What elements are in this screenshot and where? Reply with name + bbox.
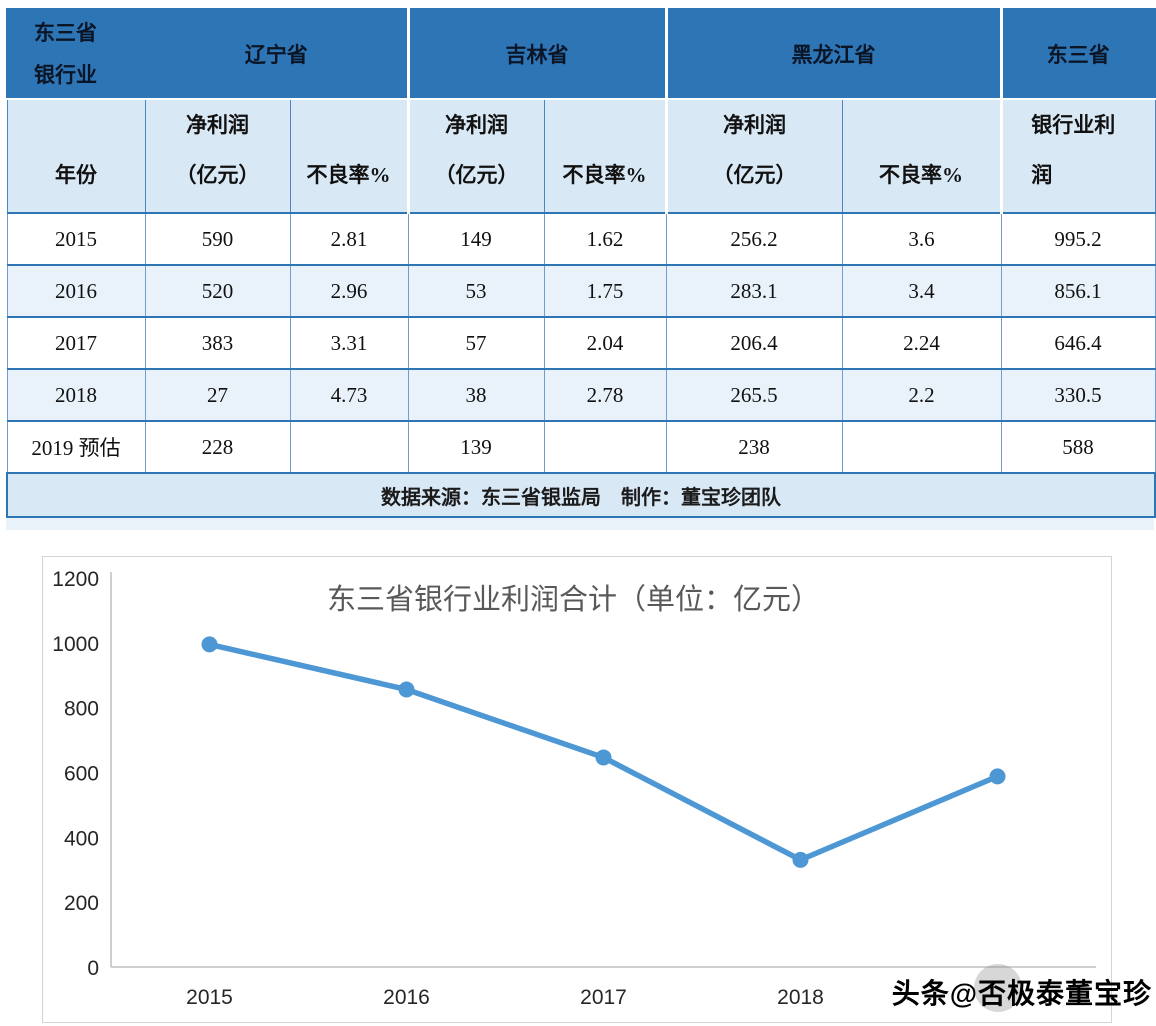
table-cell: 57 (407, 316, 545, 370)
table-row: 2018 27 4.73 38 2.78 265.5 2.2 330.5 (6, 368, 1156, 422)
x-tick-label: 2016 (383, 986, 430, 1009)
table-cell: 283.1 (665, 264, 843, 318)
chart-title: 东三省银行业利润合计（单位：亿元） (327, 583, 820, 616)
table-cell: 590 (144, 212, 291, 266)
year-cell: 2015 (6, 212, 146, 266)
net-profit-line-2: （亿元） (175, 163, 260, 187)
table-cell: 995.2 (1000, 212, 1156, 266)
table-cell: 2.96 (289, 264, 409, 318)
y-tick-label: 1200 (52, 568, 99, 591)
table-cell: 4.73 (289, 368, 409, 422)
profit-trend-chart: 0 200 400 600 800 1000 1200 2015 2016 2017 2018 东三省… (42, 556, 1112, 1023)
table-cell: 2.78 (543, 368, 667, 422)
table-header-row-2: 年份 净利润 （亿元） 不良率% 净利润 （亿元） 不良率% 净利润 （亿元） … (6, 98, 1156, 214)
data-point (792, 851, 809, 868)
table-cell: 139 (407, 420, 545, 474)
watermark-text: 头条@否极泰董宝珍 (891, 978, 1152, 1009)
table-cell: 53 (407, 264, 545, 318)
table-cell: 265.5 (665, 368, 843, 422)
table-cell: 383 (144, 316, 291, 370)
table-cell: 38 (407, 368, 545, 422)
table-header-row-1: 东三省 银行业 辽宁省 吉林省 黑龙江省 东三省 (6, 8, 1156, 100)
table-row: 2019 预估 228 139 238 588 (6, 420, 1156, 474)
header-corner: 东三省 银行业 (6, 8, 146, 100)
corner-line-2: 银行业 (34, 63, 97, 87)
watermark-logo (973, 964, 1022, 1012)
table-row: 2015 590 2.81 149 1.62 256.2 3.6 995.2 (6, 212, 1156, 266)
header-net-profit-heilongjiang: 净利润 （亿元） (664, 98, 843, 214)
table-cell: 2.2 (841, 368, 1002, 422)
header-bank-profit-total: 银行业利润 (999, 98, 1156, 214)
net-profit-line-1: 净利润 (445, 113, 508, 137)
y-tick-label: 200 (64, 892, 99, 915)
year-cell: 2019 预估 (6, 420, 146, 474)
data-point (201, 636, 218, 653)
x-tick-label: 2017 (580, 986, 627, 1009)
source-note: 数据来源：东三省银监局 制作：董宝珍团队 (6, 472, 1156, 518)
header-net-profit-jilin: 净利润 （亿元） (406, 98, 545, 214)
table-cell: 3.4 (841, 264, 1002, 318)
table-cell: 256.2 (665, 212, 843, 266)
y-tick-label: 400 (64, 827, 99, 850)
net-profit-line-2: （亿元） (434, 163, 519, 187)
header-province-jilin: 吉林省 (406, 8, 667, 100)
y-tick-label: 800 (64, 698, 99, 721)
x-tick-label: 2018 (777, 986, 824, 1009)
table-cell: 206.4 (665, 316, 843, 370)
header-province-liaoning: 辽宁省 (144, 8, 409, 100)
table-row: 2016 520 2.96 53 1.75 283.1 3.4 856.1 (6, 264, 1156, 318)
table-source-row: 数据来源：东三省银监局 制作：董宝珍团队 (6, 472, 1156, 518)
table-cell: 228 (144, 420, 291, 474)
x-tick-label: 2015 (186, 986, 233, 1009)
net-profit-line-1: 净利润 (186, 113, 249, 137)
year-cell: 2018 (6, 368, 146, 422)
header-net-profit-liaoning: 净利润 （亿元） (144, 98, 291, 214)
header-province-heilongjiang: 黑龙江省 (664, 8, 1002, 100)
table-cell: 2.24 (841, 316, 1002, 370)
table-cell: 1.62 (543, 212, 667, 266)
header-npl-liaoning: 不良率% (289, 98, 409, 214)
chart-canvas: 0 200 400 600 800 1000 1200 2015 2016 2017 2018 东三省… (52, 568, 1096, 1009)
banking-data-table: 东三省 银行业 辽宁省 吉林省 黑龙江省 东三省 年份 净利润 （亿元） 不良率… (6, 8, 1156, 518)
year-cell: 2017 (6, 316, 146, 370)
y-tick-label: 0 (87, 957, 99, 980)
net-profit-line-2: （亿元） (712, 163, 797, 187)
table-cell (543, 420, 667, 474)
y-tick-label: 600 (64, 763, 99, 786)
header-region-total: 东三省 (999, 8, 1156, 100)
table-cell (289, 420, 409, 474)
table-cell: 238 (665, 420, 843, 474)
table-cell: 149 (407, 212, 545, 266)
table-cell: 646.4 (1000, 316, 1156, 370)
table-cell: 520 (144, 264, 291, 318)
header-year: 年份 (6, 98, 146, 214)
data-point (595, 749, 612, 766)
corner-line-1: 东三省 (34, 21, 97, 45)
data-point (398, 681, 415, 698)
table-cell: 1.75 (543, 264, 667, 318)
header-npl-jilin: 不良率% (543, 98, 667, 214)
table-cell: 3.31 (289, 316, 409, 370)
bank-profit-label: 银行业利润 (1031, 113, 1116, 187)
table-cell: 3.6 (841, 212, 1002, 266)
net-profit-line-1: 净利润 (723, 113, 786, 137)
table-cell: 27 (144, 368, 291, 422)
table-row: 2017 383 3.31 57 2.04 206.4 2.24 646.4 (6, 316, 1156, 370)
data-point (989, 768, 1006, 785)
year-cell: 2016 (6, 264, 146, 318)
table-cell: 330.5 (1000, 368, 1156, 422)
table-cell: 588 (1000, 420, 1156, 474)
watermark: 头条@否极泰董宝珍 (891, 964, 1152, 1012)
y-tick-label: 1000 (52, 633, 99, 656)
header-npl-heilongjiang: 不良率% (841, 98, 1002, 214)
table-section: 东三省 银行业 辽宁省 吉林省 黑龙江省 东三省 年份 净利润 （亿元） 不良率… (6, 8, 1156, 530)
table-cell: 2.04 (543, 316, 667, 370)
table-cell: 2.81 (289, 212, 409, 266)
table-cell (841, 420, 1002, 474)
table-cell: 856.1 (1000, 264, 1156, 318)
table-bottom-strip (6, 518, 1154, 530)
